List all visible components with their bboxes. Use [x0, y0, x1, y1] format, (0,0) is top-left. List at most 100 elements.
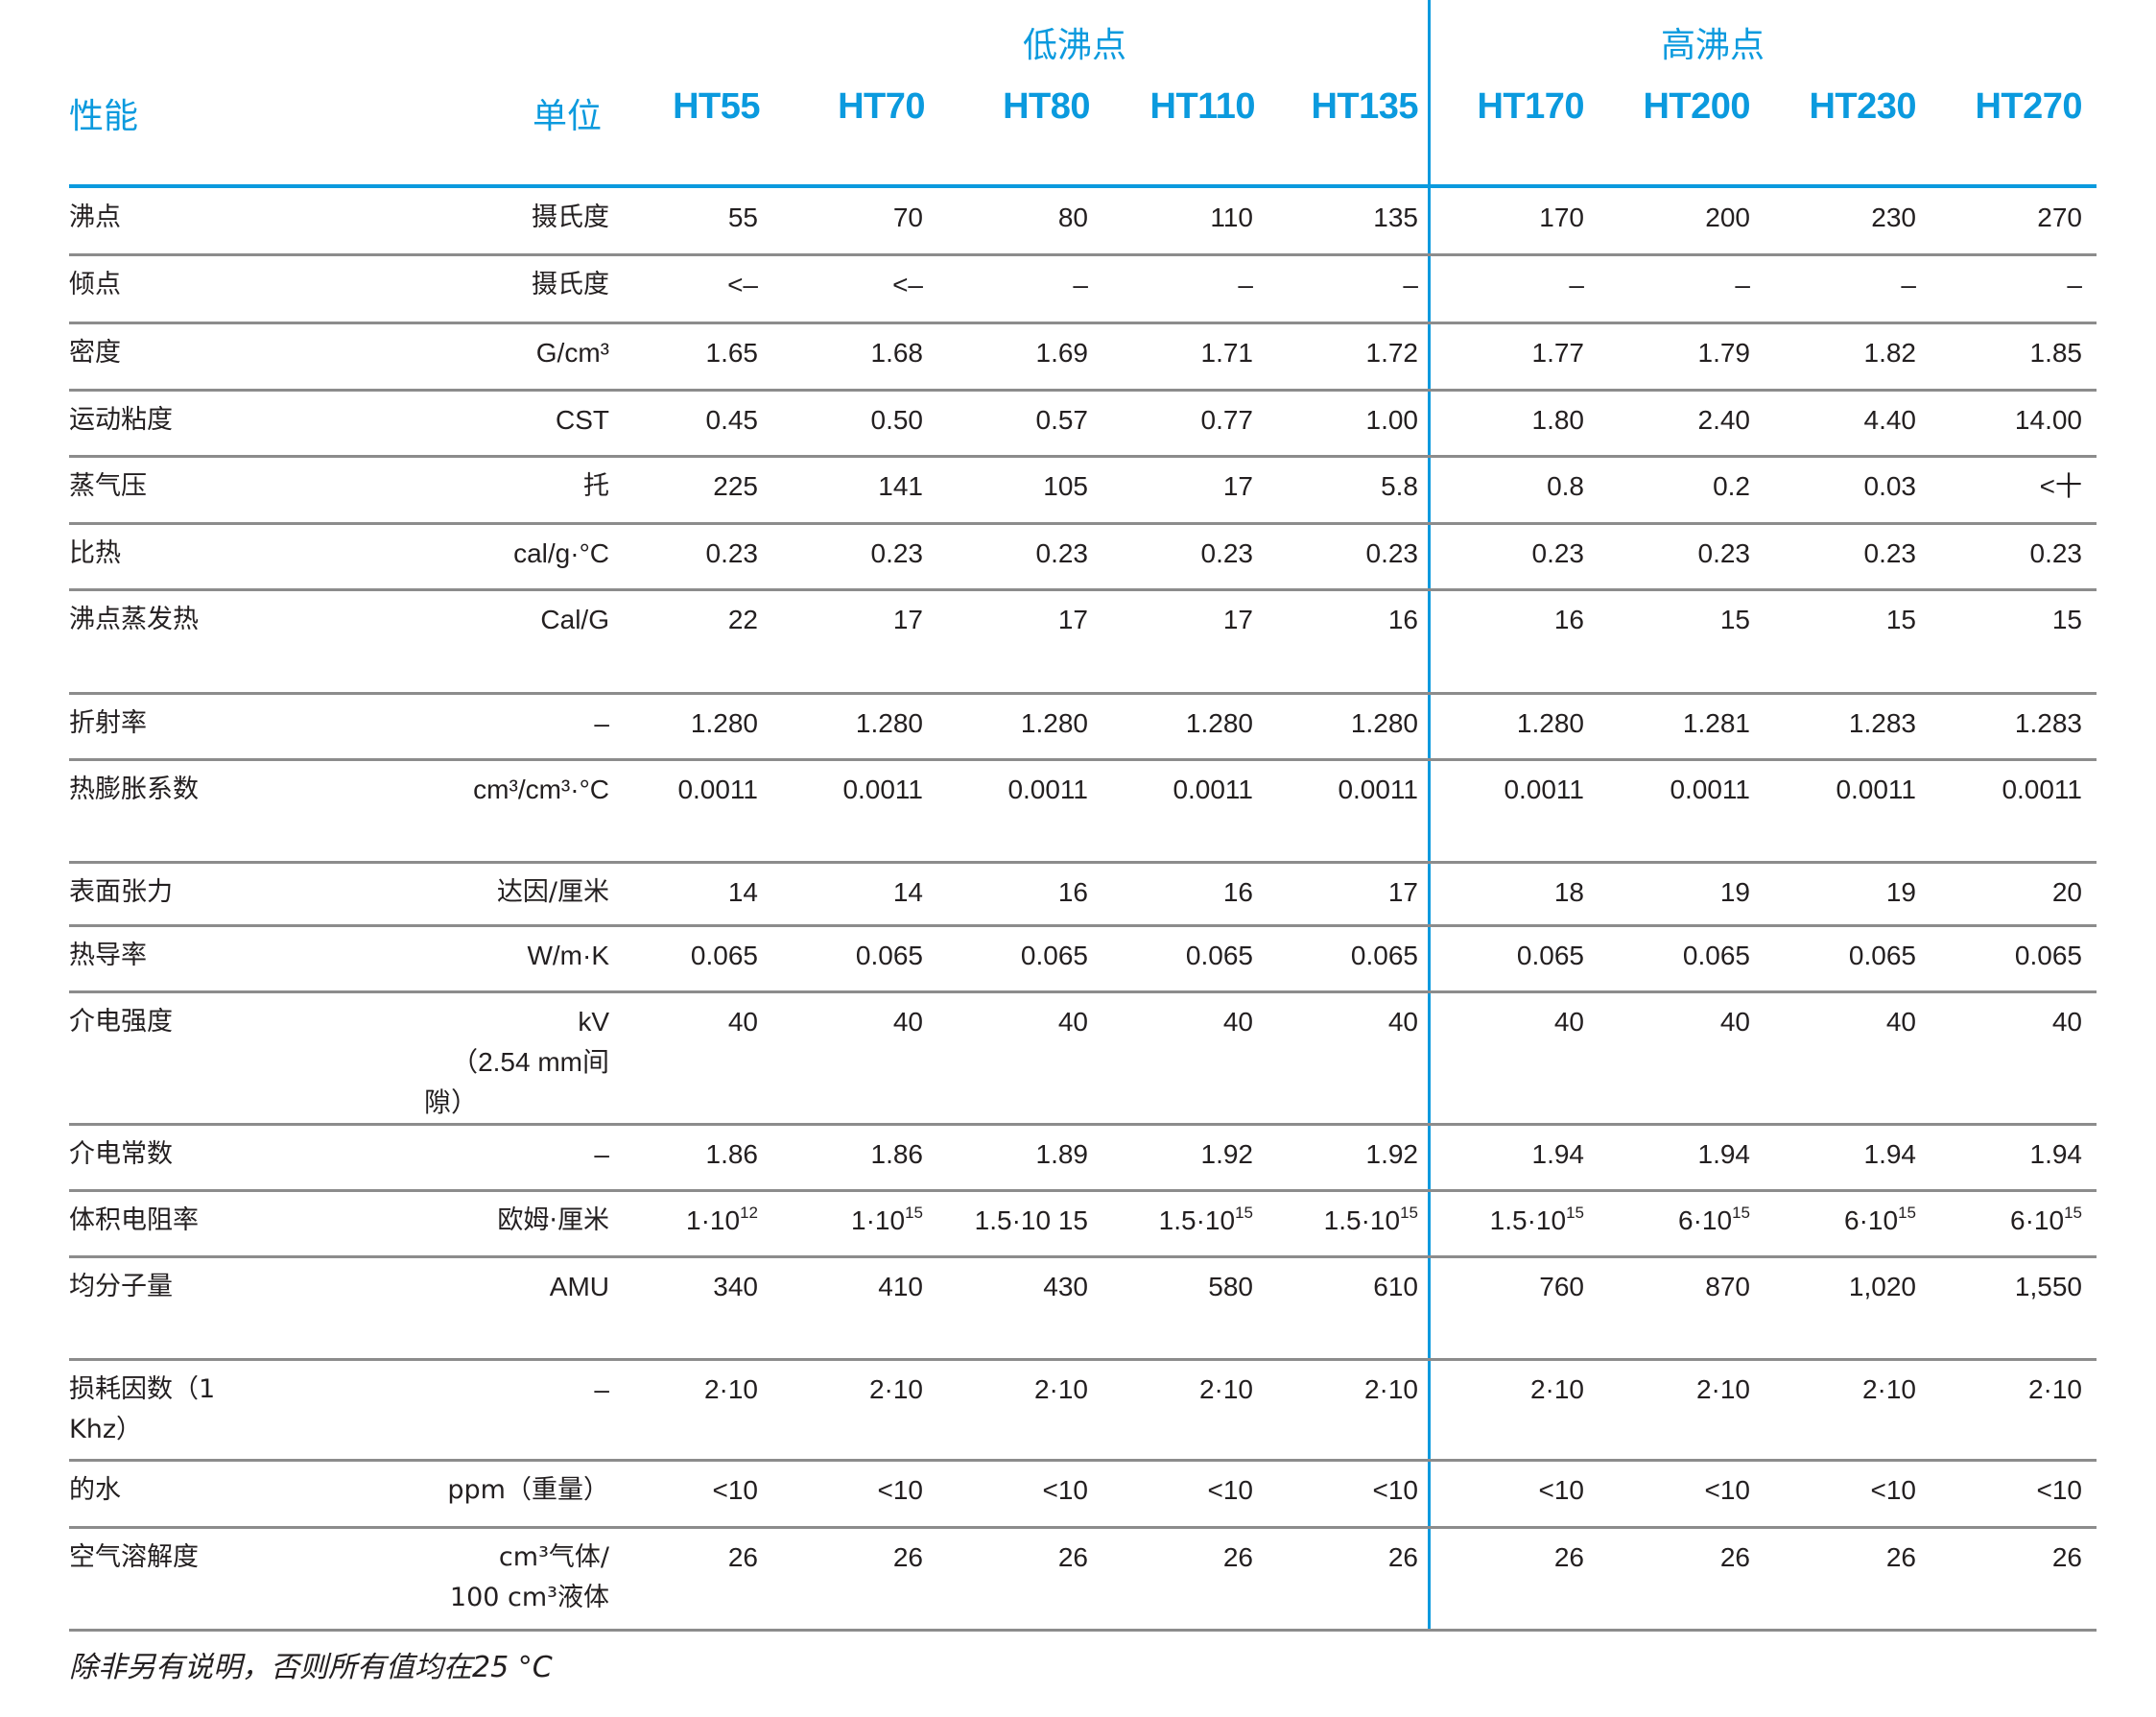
value-cell-ht80: 26	[1057, 1542, 1088, 1572]
value-cell-ht230: 230	[1871, 203, 1916, 232]
value-cell-ht270: 20	[2051, 877, 2082, 907]
row-divider	[69, 322, 2097, 324]
row-divider	[69, 1629, 2097, 1632]
value-cell-ht135: 1.280	[1350, 708, 1418, 738]
row-property-label: 体积电阻率	[69, 1201, 319, 1241]
row-property-label: 沸点蒸发热	[69, 600, 319, 640]
row-property-label: 蒸气压	[69, 466, 319, 507]
value-cell-ht110: 2·10	[1198, 1374, 1253, 1404]
value-cell-ht230: 2·10	[1861, 1374, 1916, 1404]
value-cell-ht55: 2·10	[703, 1374, 758, 1404]
unit-text: kV	[578, 1007, 609, 1037]
value-cell-ht55: 0.065	[690, 941, 758, 970]
value-cell-ht270: 1.283	[2014, 708, 2082, 738]
value-cell-ht170: 0.23	[1531, 538, 1585, 568]
value-base: 1·10	[851, 1205, 906, 1235]
row-property-label: 倾点	[69, 265, 319, 305]
row-unit: –	[317, 1134, 609, 1175]
property-text: 表面张力	[69, 877, 173, 907]
value-cell-ht55: 0.23	[705, 538, 759, 568]
row-divider	[69, 253, 2097, 256]
row-unit: –	[317, 1370, 609, 1410]
value-cell-ht135: 1.72	[1365, 338, 1419, 368]
value-cell-ht230: 0.23	[1863, 538, 1917, 568]
value-cell-ht80: 40	[1057, 1007, 1088, 1037]
value-cell-ht80: <10	[1042, 1475, 1089, 1505]
value-cell-ht70: 2·10	[868, 1374, 923, 1404]
row-divider	[69, 1459, 2097, 1462]
value-cell-ht110: 0.0011	[1173, 775, 1253, 804]
value-cell-ht110: 0.065	[1185, 941, 1253, 970]
value-cell-ht270: 14.00	[2014, 405, 2082, 435]
row-unit: 托	[317, 466, 609, 507]
value-cell-ht200: 0.2	[1713, 471, 1750, 501]
value-cell-ht270: –	[2067, 270, 2082, 299]
value-cell-ht135: 26	[1387, 1542, 1418, 1572]
value-cell-ht135: 135	[1373, 203, 1418, 232]
row-property-label: 空气溶解度	[69, 1538, 319, 1578]
value-cell-ht110: 0.23	[1200, 538, 1254, 568]
value-cell-ht170: 16	[1553, 605, 1584, 634]
value-cell-ht110: 16	[1222, 877, 1253, 907]
property-text: 沸点	[69, 203, 121, 232]
row-property-label: 的水	[69, 1470, 319, 1511]
property-text: 热膨胀系数	[69, 775, 199, 804]
property-text: 空气溶解度	[69, 1542, 199, 1572]
footnote: 除非另有说明，否则所有值均在25 °C	[69, 1651, 553, 1684]
value-cell-ht80: 16	[1057, 877, 1088, 907]
row-divider	[69, 861, 2097, 864]
value-cell-ht80: 430	[1043, 1272, 1088, 1301]
property-text: 均分子量	[69, 1272, 173, 1301]
row-unit: 摄氏度	[317, 198, 609, 238]
unit-text: –	[594, 708, 609, 738]
value-cell-ht110: 40	[1222, 1007, 1253, 1037]
value-cell-ht80: 105	[1043, 471, 1088, 501]
value-cell-ht110: <10	[1207, 1475, 1254, 1505]
property-text: 密度	[69, 338, 121, 368]
row-property-label: 密度	[69, 333, 319, 373]
value-cell-ht55: 340	[713, 1272, 758, 1301]
value-cell-ht230: 1,020	[1848, 1272, 1916, 1301]
value-cell-ht70: 70	[892, 203, 923, 232]
value-cell-ht135: 5.8	[1381, 471, 1418, 501]
row-divider	[69, 990, 2097, 993]
value-cell-ht55: 1.86	[705, 1139, 759, 1169]
value-cell-ht230: 15	[1885, 605, 1916, 634]
value-cell-ht135: 0.0011	[1338, 775, 1418, 804]
value-cell-ht80: 0.23	[1035, 538, 1089, 568]
value-cell-ht110: 26	[1222, 1542, 1253, 1572]
value-cell-ht55: 22	[727, 605, 758, 634]
value-cell-ht55: 40	[727, 1007, 758, 1037]
value-cell-ht70: 1·1015	[765, 1201, 923, 1241]
unit-text: 托	[583, 471, 609, 501]
unit-text: AMU	[549, 1272, 609, 1301]
row-divider	[69, 455, 2097, 458]
value-base: 6·10	[1844, 1205, 1899, 1235]
row-divider	[69, 522, 2097, 525]
value-cell-ht55: 0.0011	[677, 775, 758, 804]
value-cell-ht230: 0.03	[1863, 471, 1917, 501]
value-cell-ht170: 1.80	[1531, 405, 1585, 435]
value-cell-ht110: 17	[1222, 471, 1253, 501]
value-cell-ht110: 17	[1222, 605, 1253, 634]
value-cell-ht200: 0.23	[1697, 538, 1751, 568]
row-property-label: 沸点	[69, 198, 319, 238]
value-cell-ht135: –	[1403, 270, 1418, 299]
unit-text: W/m·K	[527, 941, 609, 970]
value-cell-ht270: 270	[2037, 203, 2082, 232]
column-header-ht170: HT170	[1477, 86, 1584, 127]
group-label-low-boiling: 低沸点	[1022, 26, 1126, 65]
row-unit: cm³气体/100 cm³液体	[317, 1538, 609, 1618]
value-cell-ht270: 1.85	[2029, 338, 2083, 368]
header-property: 性能	[69, 97, 139, 136]
unit-text: （2.54 mm间	[451, 1047, 609, 1077]
row-unit: 摄氏度	[317, 265, 609, 305]
unit-text: –	[594, 1139, 609, 1169]
property-text: 介电常数	[69, 1139, 173, 1169]
unit-text: CST	[556, 405, 609, 435]
value-cell-ht70: 17	[892, 605, 923, 634]
value-cell-ht170: 0.065	[1516, 941, 1584, 970]
value-cell-ht70: 26	[892, 1542, 923, 1572]
value-base: 1.5·10	[1489, 1205, 1567, 1235]
value-cell-ht230: <10	[1870, 1475, 1917, 1505]
